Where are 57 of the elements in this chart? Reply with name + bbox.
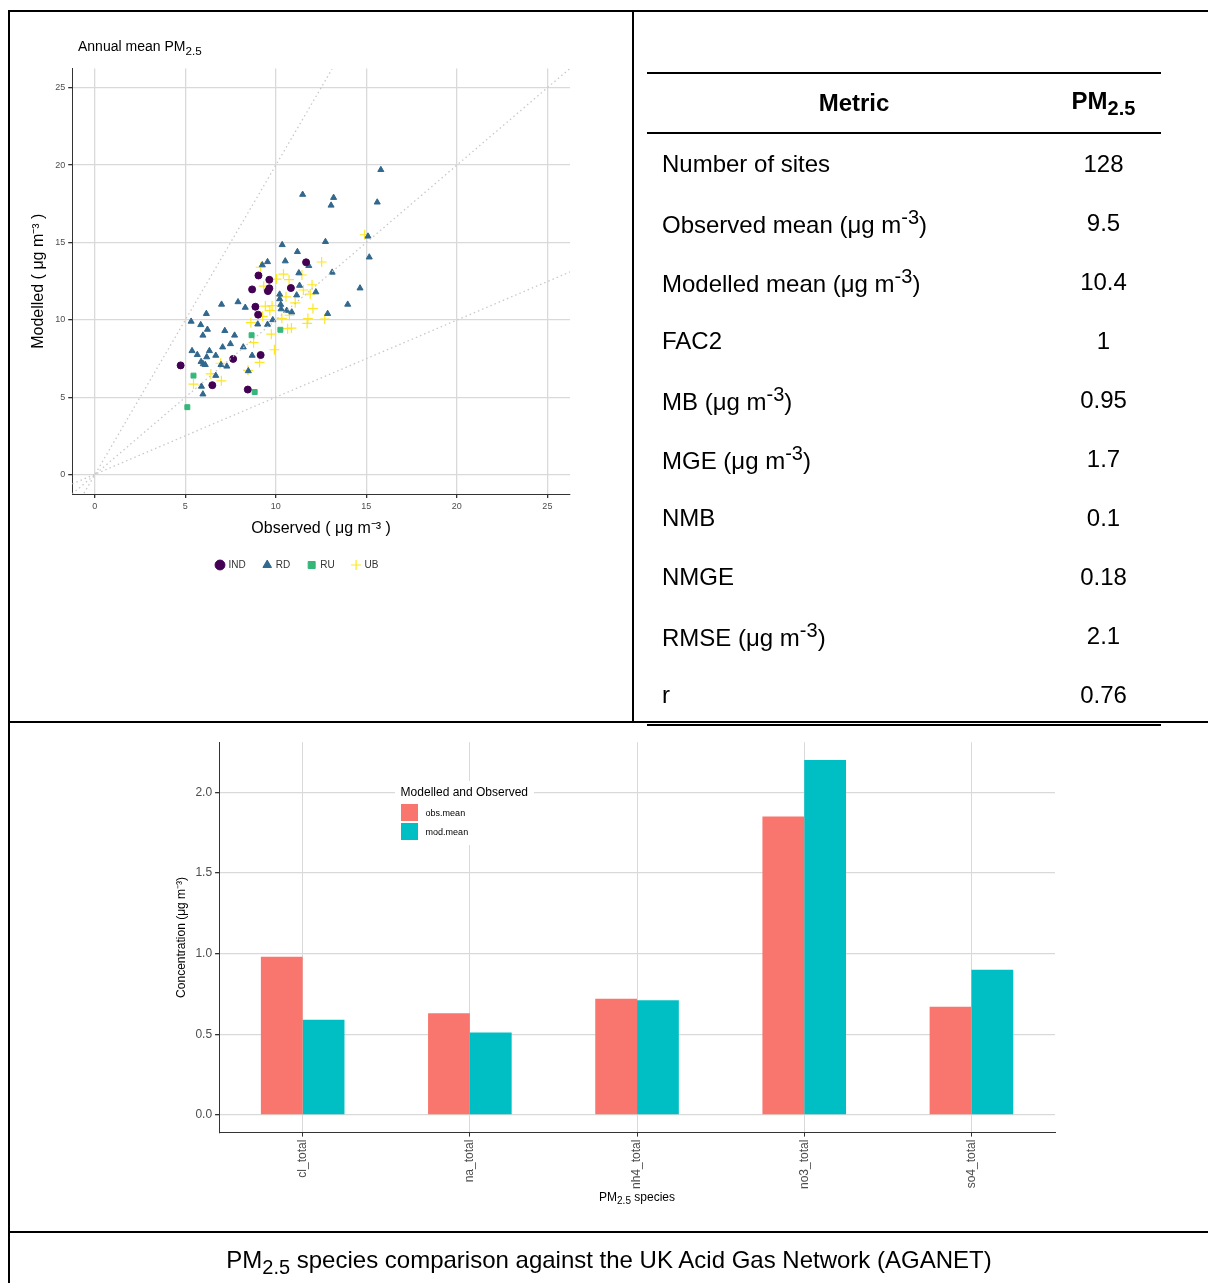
y-tick-label: 1.5 [195, 865, 213, 880]
y-tick-label: 15 [55, 236, 66, 247]
x-axis-title: Observed ( μg m⁻³ ) [251, 518, 391, 536]
category-label: FAC2 [661, 326, 724, 355]
category-label: Observed mean (μg m$^{-3}$) [661, 206, 929, 239]
y-tick-label: 20 [55, 159, 66, 170]
data-label: 128 [1082, 149, 1125, 178]
legend-label: UB [364, 558, 379, 570]
y-tick-label: 2.0 [195, 784, 213, 799]
legend-title: Modelled and Observed [400, 785, 529, 800]
data-label: 0.76 [1079, 680, 1128, 709]
category-label: r [661, 680, 671, 709]
y-tick-label: 0 [60, 469, 66, 480]
x-tick-label: 5 [182, 500, 188, 511]
legend-label: RD [275, 558, 291, 570]
y-tick-label: 1.0 [195, 945, 213, 960]
x-tick-label: nh4_total [629, 1139, 644, 1190]
x-tick-label: cl_total [294, 1139, 309, 1178]
data-label: 0.18 [1079, 562, 1128, 591]
y-tick-label: 10 [55, 314, 66, 325]
y-axis-title: Modelled ( μg m⁻³ ) [29, 213, 47, 349]
chart-title: Annual mean PM$_{2.5}$ [78, 38, 202, 57]
category-label: Modelled mean (μg m$^{-3}$) [661, 265, 922, 298]
x-tick-label: 25 [542, 500, 553, 511]
legend-label: IND [228, 558, 246, 570]
y-tick-label: 0.0 [195, 1107, 213, 1122]
x-tick-label: 10 [270, 500, 281, 511]
data-label: 0.1 [1085, 503, 1122, 532]
legend-label: obs.mean [424, 806, 467, 820]
x-tick-label: 15 [361, 500, 372, 511]
x-tick-label: na_total [462, 1139, 477, 1183]
data-label: 10.4 [1079, 267, 1128, 296]
y-tick-label: 25 [55, 82, 66, 93]
x-axis-title: PM$_{2.5}$ species [598, 1190, 676, 1207]
legend-label: mod.mean [424, 825, 470, 839]
x-tick-label: 0 [92, 500, 98, 511]
legend-label: RU [320, 558, 335, 570]
y-tick-label: 5 [60, 391, 66, 402]
data-label: 1.7 [1085, 444, 1122, 473]
text: PM$_{2.5}$ species comparison against the UK Acid Gas Network (AGANET) [225, 1246, 993, 1279]
y-tick-label: 0.5 [195, 1026, 213, 1041]
category-label: MB (μg m$^{-3}$) [661, 383, 794, 416]
x-tick-label: 20 [451, 500, 462, 511]
text: Metric [817, 89, 891, 117]
data-label: 2.1 [1085, 621, 1122, 650]
text: PM$_{2.5}$ [1070, 86, 1137, 120]
x-tick-label: no3_total [796, 1139, 811, 1190]
category-label: NMB [661, 503, 717, 532]
category-label: NMGE [661, 562, 735, 591]
x-tick-label: so4_total [963, 1139, 978, 1189]
category-label: RMSE (μg m$^{-3}$) [661, 619, 827, 652]
data-label: 0.95 [1079, 385, 1128, 414]
y-axis-title: Concentration (μg m⁻³) [173, 876, 188, 998]
category-label: MGE (μg m$^{-3}$) [661, 442, 812, 475]
data-label: 1 [1095, 326, 1112, 355]
category-label: Number of sites [661, 149, 832, 178]
data-label: 9.5 [1085, 208, 1122, 237]
